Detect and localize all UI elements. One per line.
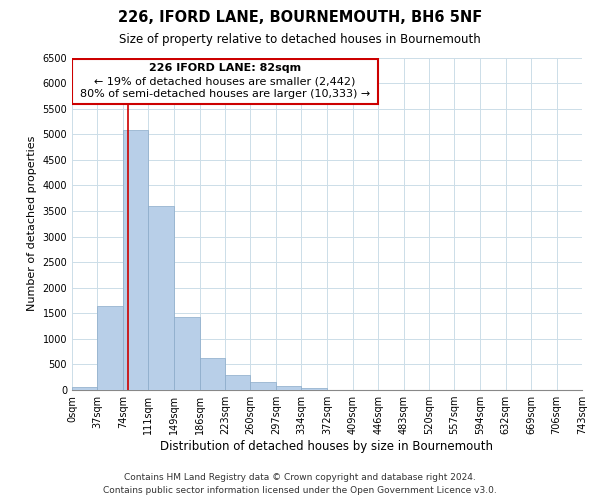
Bar [123, 130, 148, 390]
Text: 80% of semi-detached houses are larger (10,333) →: 80% of semi-detached houses are larger (… [80, 88, 370, 99]
Bar [174, 318, 200, 390]
Bar [72, 387, 97, 390]
Bar [200, 358, 225, 390]
Bar [148, 206, 173, 390]
Y-axis label: Number of detached properties: Number of detached properties [27, 136, 37, 312]
FancyBboxPatch shape [72, 58, 378, 104]
Bar [97, 306, 123, 390]
Text: ← 19% of detached houses are smaller (2,442): ← 19% of detached houses are smaller (2,… [94, 76, 356, 86]
Bar [250, 382, 276, 390]
Text: 226 IFORD LANE: 82sqm: 226 IFORD LANE: 82sqm [149, 64, 301, 74]
Text: 226, IFORD LANE, BOURNEMOUTH, BH6 5NF: 226, IFORD LANE, BOURNEMOUTH, BH6 5NF [118, 10, 482, 25]
Bar [225, 376, 250, 390]
Bar [301, 388, 326, 390]
X-axis label: Distribution of detached houses by size in Bournemouth: Distribution of detached houses by size … [161, 440, 493, 453]
Text: Size of property relative to detached houses in Bournemouth: Size of property relative to detached ho… [119, 32, 481, 46]
Text: Contains HM Land Registry data © Crown copyright and database right 2024.
Contai: Contains HM Land Registry data © Crown c… [103, 473, 497, 495]
Bar [276, 386, 301, 390]
